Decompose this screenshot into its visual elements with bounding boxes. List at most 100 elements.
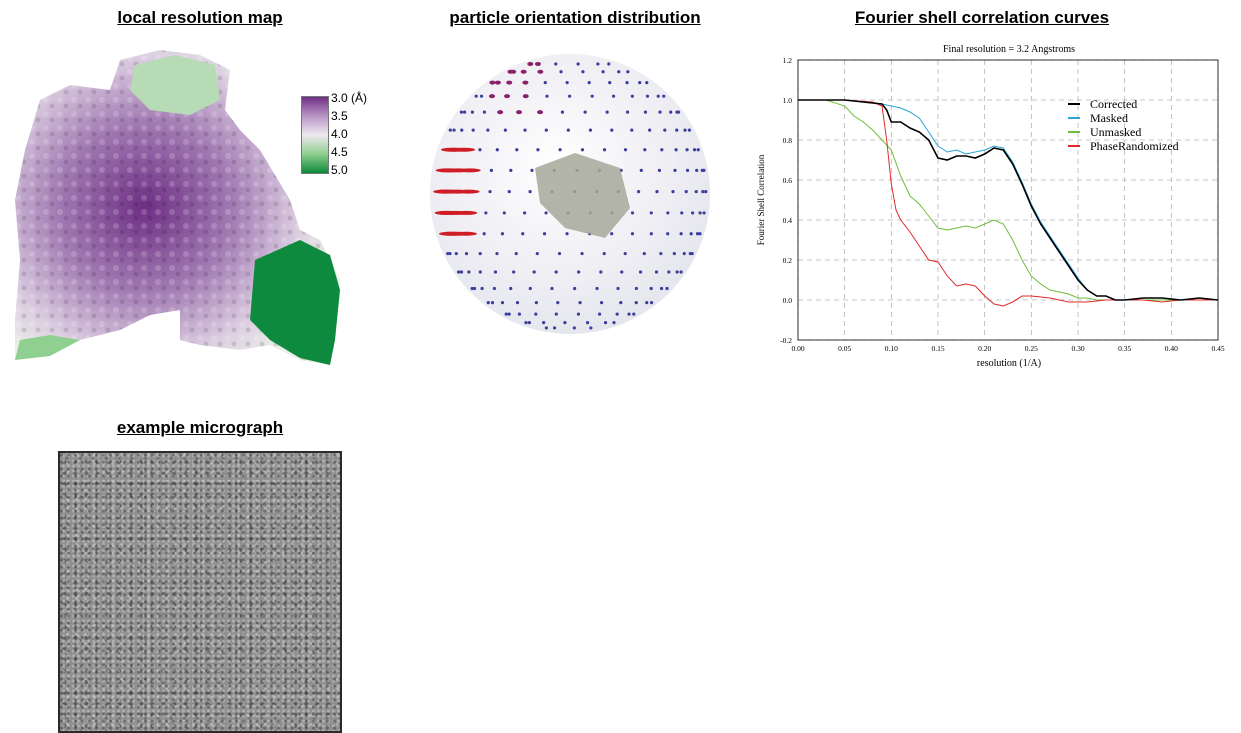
orientation-point xyxy=(616,286,620,291)
orientation-point xyxy=(688,252,692,256)
orientation-point xyxy=(504,312,508,316)
orientation-point xyxy=(568,94,572,98)
orientation-point xyxy=(634,301,638,305)
orientation-point xyxy=(662,94,666,98)
orientation-point xyxy=(610,232,614,236)
orientation-point xyxy=(698,232,702,236)
orientation-point xyxy=(554,312,558,316)
orientation-point xyxy=(566,128,570,132)
orientation-point xyxy=(459,270,464,274)
y-tick-label: 0.2 xyxy=(783,256,793,265)
fsc-chart-panel: Final resolution = 3.2 Angstroms 0.00 0.0… xyxy=(750,36,1230,376)
orientation-point xyxy=(649,286,653,291)
orientation-point xyxy=(554,62,558,66)
orientation-point xyxy=(524,320,528,325)
orientation-point xyxy=(486,301,490,305)
orientation-point xyxy=(603,320,608,325)
orientation-point xyxy=(607,62,611,66)
orientation-point xyxy=(657,168,662,172)
orientation-point xyxy=(685,168,690,172)
orientation-point xyxy=(701,190,705,194)
orientation-point xyxy=(695,168,699,172)
orientation-point xyxy=(702,211,706,215)
orientation-point xyxy=(534,61,541,66)
orientation-point xyxy=(478,270,482,274)
orientation-point xyxy=(515,148,519,152)
orientation-point xyxy=(489,168,493,172)
orientation-point xyxy=(638,80,642,85)
orientation-point xyxy=(684,190,688,194)
orientation-point xyxy=(632,312,636,316)
orientation-distribution xyxy=(420,48,720,340)
orientation-point xyxy=(643,148,647,152)
orientation-point xyxy=(486,128,490,132)
orientation-point xyxy=(580,252,584,256)
orientation-point xyxy=(580,148,585,152)
orientation-point xyxy=(522,211,527,215)
orientation-point xyxy=(503,128,507,132)
y-tick-label: 0.8 xyxy=(783,136,793,145)
fsc-title: Fourier shell correlation curves xyxy=(854,8,1110,27)
orientation-point xyxy=(576,62,580,66)
series-line-corrected xyxy=(798,99,1219,301)
orientation-point xyxy=(500,232,505,236)
orientation-point xyxy=(585,320,590,325)
orientation-point xyxy=(698,211,702,215)
orientation-point xyxy=(679,232,683,236)
orientation-point xyxy=(542,232,547,236)
orientation-point xyxy=(509,168,513,172)
orientation-point xyxy=(441,147,464,152)
orientation-point xyxy=(452,128,456,132)
local-resolution-title: local resolution map xyxy=(117,8,283,27)
density-map-image xyxy=(15,50,340,365)
orientation-point xyxy=(588,128,593,132)
series-line-masked xyxy=(798,99,1219,301)
orientation-point xyxy=(530,168,534,172)
orientation-point xyxy=(617,70,621,74)
x-tick-label: 0.45 xyxy=(1211,344,1224,353)
orientation-point xyxy=(495,148,499,152)
orientation-point xyxy=(687,128,692,132)
orientation-point xyxy=(522,80,529,85)
orientation-point xyxy=(573,286,577,291)
orientation-point xyxy=(433,189,456,194)
orientation-point xyxy=(605,110,609,114)
orientation-point xyxy=(510,69,517,74)
x-tick-label: 0.30 xyxy=(1071,344,1084,353)
legend-label: PhaseRandomized xyxy=(1090,139,1179,153)
orientation-point xyxy=(454,252,458,256)
orientation-point xyxy=(674,148,678,152)
orientation-point xyxy=(638,270,643,274)
orientation-point xyxy=(656,94,660,98)
orientation-point xyxy=(552,326,557,330)
orientation-point xyxy=(558,148,562,152)
orientation-point xyxy=(490,301,495,305)
colorbar xyxy=(301,96,329,174)
orientation-point xyxy=(534,312,538,316)
orientation-point xyxy=(700,168,704,172)
x-axis-label: resolution (1/A) xyxy=(977,358,1041,369)
orientation-point xyxy=(493,270,498,274)
orientation-point xyxy=(667,270,671,274)
orientation-point xyxy=(654,270,659,274)
orientation-point xyxy=(658,110,662,114)
orientation-point xyxy=(627,312,631,316)
orientation-point xyxy=(565,80,569,85)
orientation-point xyxy=(464,252,469,256)
y-tick-label: 1.2 xyxy=(783,56,793,65)
orientation-point xyxy=(506,80,513,85)
orientation-point xyxy=(482,232,486,236)
orientation-point xyxy=(625,110,630,114)
orientation-point xyxy=(690,211,695,215)
orientation-point xyxy=(467,270,471,274)
orientation-point xyxy=(671,190,675,194)
orientation-point xyxy=(509,286,513,291)
orientation-point xyxy=(537,69,544,74)
series-line-phaserandomized xyxy=(798,99,1218,307)
orientation-point xyxy=(696,148,700,152)
orientation-point xyxy=(516,110,523,115)
orientation-point xyxy=(649,232,653,236)
orientation-point xyxy=(470,110,474,114)
orientation-point xyxy=(610,128,614,132)
orientation-point xyxy=(704,190,708,194)
